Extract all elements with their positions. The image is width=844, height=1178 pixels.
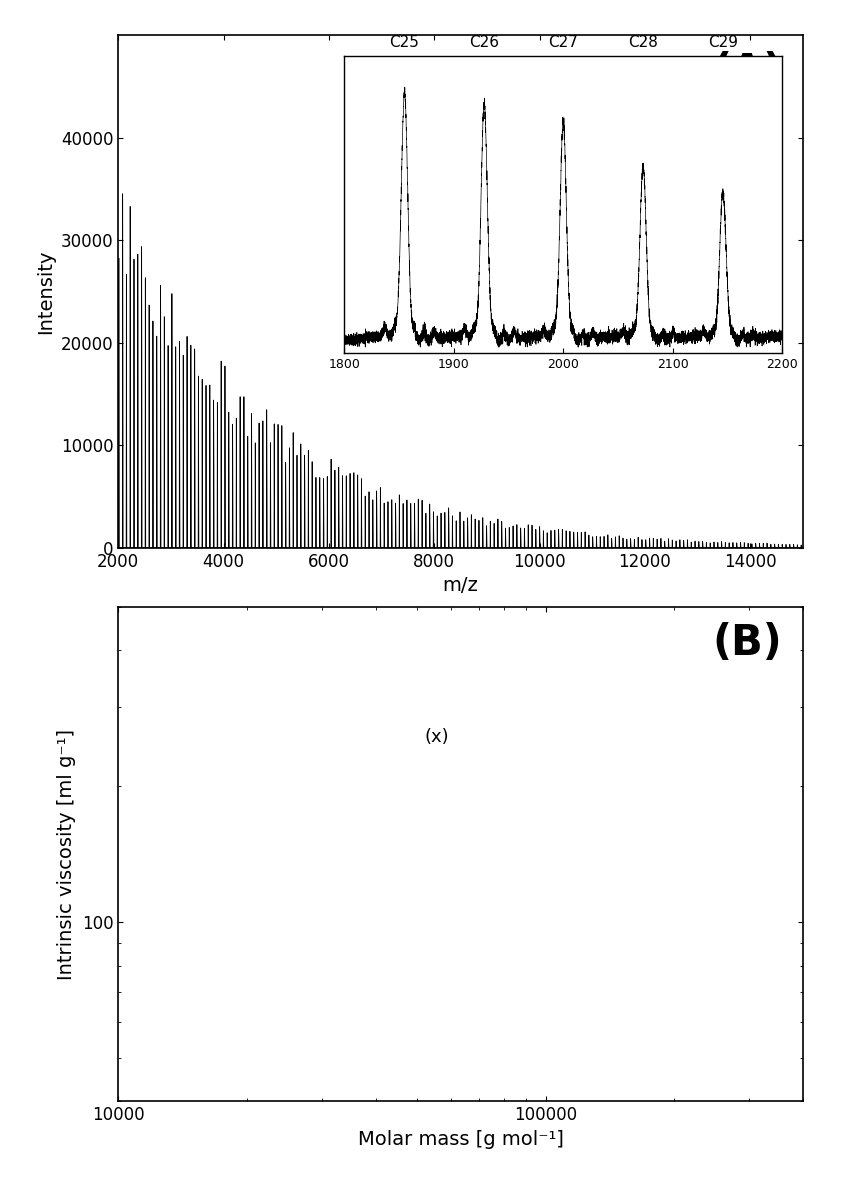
- Text: (x): (x): [424, 728, 448, 747]
- X-axis label: Molar mass [g mol⁻¹]: Molar mass [g mol⁻¹]: [357, 1130, 563, 1149]
- Text: (B): (B): [711, 622, 782, 663]
- Text: (A): (A): [711, 51, 782, 93]
- Y-axis label: Intrinsic viscosity [ml g⁻¹]: Intrinsic viscosity [ml g⁻¹]: [57, 728, 76, 980]
- Y-axis label: Intensity: Intensity: [36, 250, 55, 333]
- X-axis label: m/z: m/z: [442, 576, 478, 595]
